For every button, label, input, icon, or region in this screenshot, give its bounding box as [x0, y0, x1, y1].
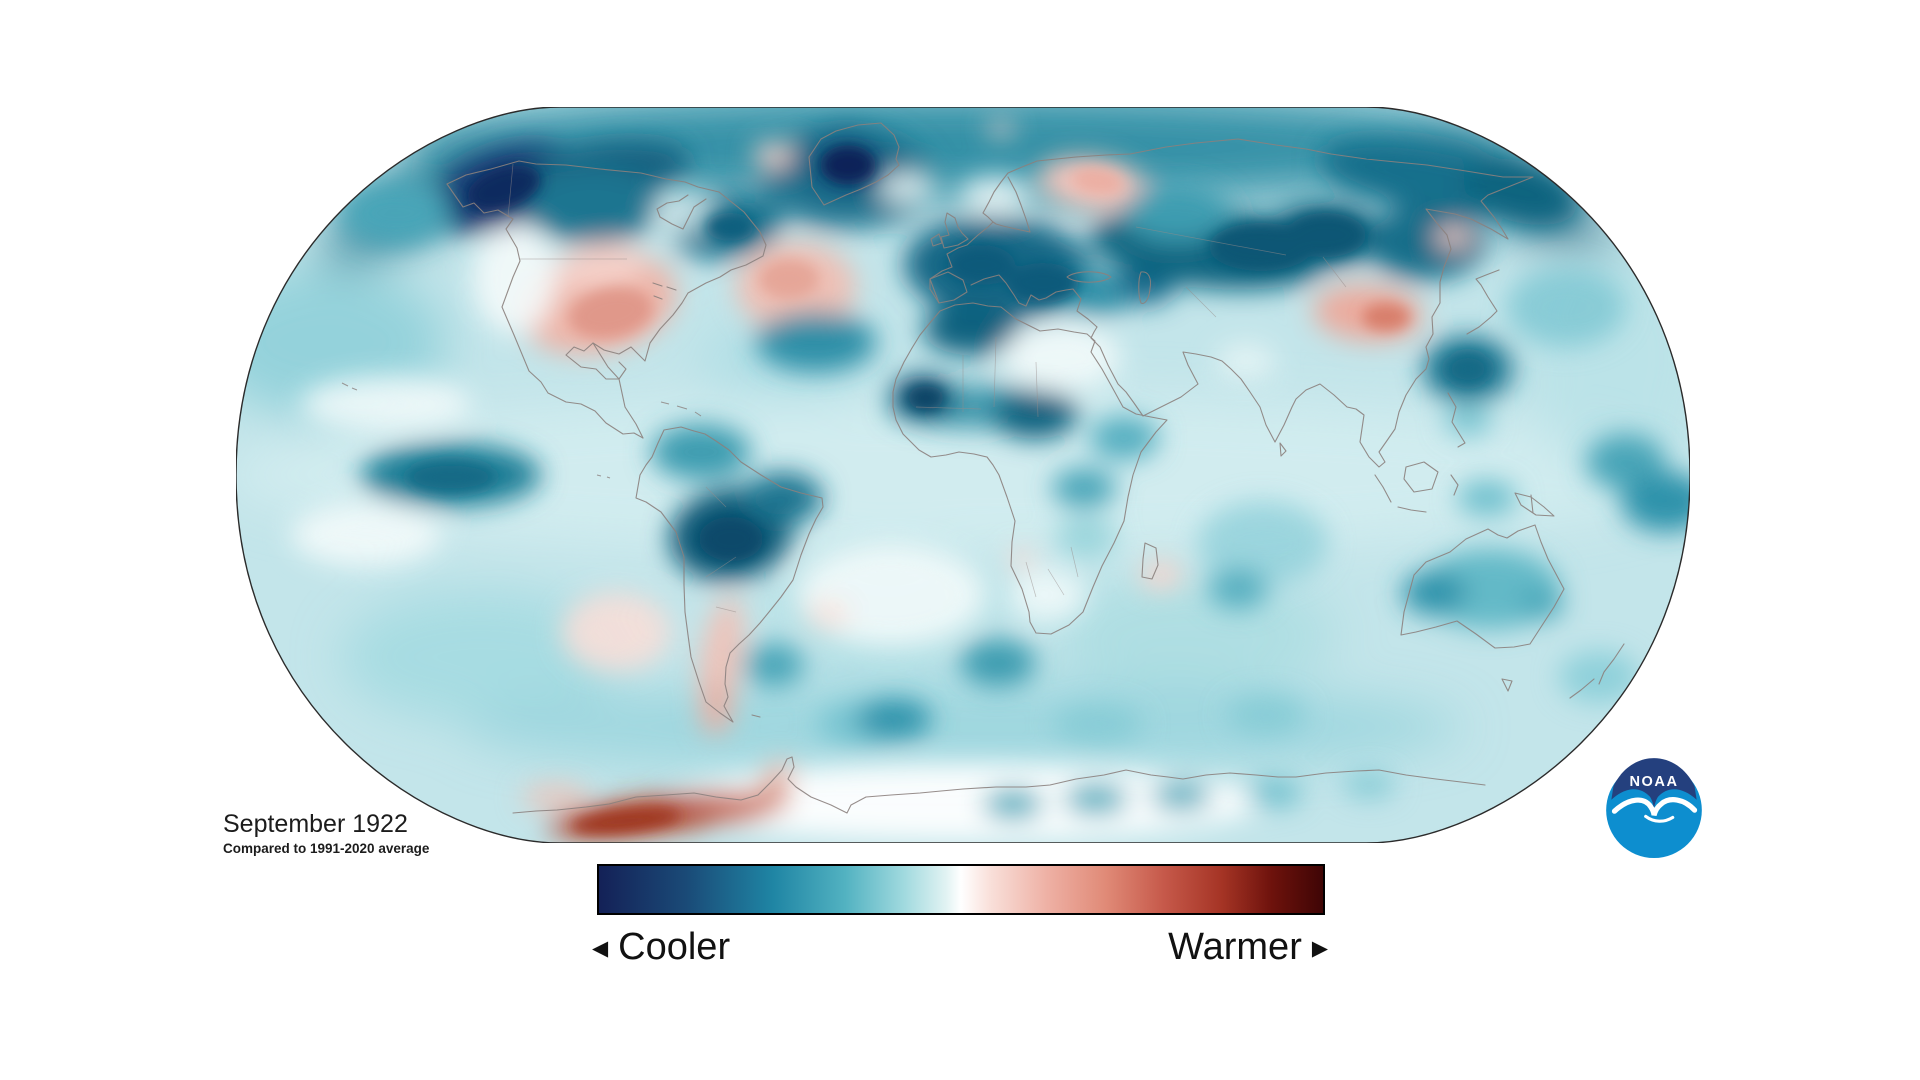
baseline-subtitle: Compared to 1991-2020 average: [223, 840, 430, 856]
warmer-label-group: Warmer ▶: [1168, 926, 1328, 969]
cooler-label: Cooler: [618, 926, 731, 968]
country-borders: [507, 163, 1347, 613]
warmer-label: Warmer: [1168, 926, 1302, 968]
anomaly-field: [236, 107, 1690, 843]
noaa-logo-text: NOAA: [1629, 774, 1678, 790]
date-title: September 1922: [223, 810, 408, 838]
coastlines: [446, 122, 1625, 814]
world-anomaly-map: [236, 107, 1690, 843]
island-marks: [341, 382, 702, 479]
colorbar-labels: ◀ Cooler Warmer ▶: [592, 926, 1328, 969]
noaa-logo: NOAA: [1606, 758, 1702, 858]
cooler-label-group: ◀ Cooler: [592, 926, 730, 969]
seagull-icon: [1611, 797, 1698, 817]
noaa-logo-crest: [1611, 758, 1697, 809]
projection-outline: [236, 107, 1690, 843]
caption-block: September 1922 Compared to 1991-2020 ave…: [223, 810, 429, 856]
seagull-wing-icon: [1644, 814, 1675, 823]
colorbar: [597, 864, 1325, 915]
cooler-arrow-icon: ◀: [592, 937, 609, 960]
warmer-arrow-icon: ▶: [1311, 937, 1328, 960]
